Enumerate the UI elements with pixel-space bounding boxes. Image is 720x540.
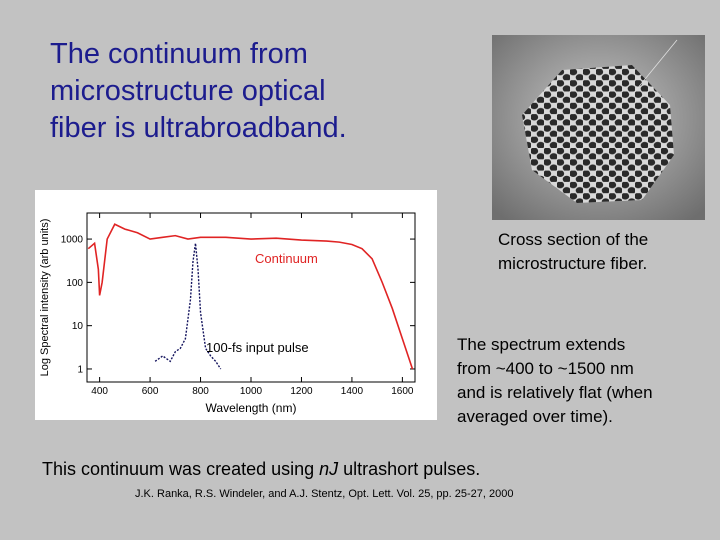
y-axis-label: Log Spectral intensity (arb units) <box>39 219 51 377</box>
title-line: The continuum from <box>50 38 308 70</box>
title-line: microstructure optical <box>50 75 326 107</box>
text: This continuum was created using <box>42 459 315 479</box>
x-tick-label: 1400 <box>341 386 364 397</box>
image-caption: Cross section of the microstructure fibe… <box>498 228 648 276</box>
y-tick-label: 100 <box>66 278 83 289</box>
chart: 400 600 800 1000 1200 1400 1600 1 10 100 1000 Wavel… <box>35 190 437 420</box>
series-label: Continuum <box>255 251 318 266</box>
citation: J.K. Ranka, R.S. Windeler, and A.J. Sten… <box>135 488 514 500</box>
description-line: averaged over time). <box>457 407 613 426</box>
x-tick-label: 800 <box>192 386 209 397</box>
fiber-holes <box>522 65 674 203</box>
text: ultrashort pulses. <box>343 459 481 479</box>
y-tick-label: 10 <box>72 321 84 332</box>
fiber-image <box>492 35 705 220</box>
bottom-text: This continuum was created using nJ ultras… <box>42 459 480 480</box>
y-tick-label: 1000 <box>61 235 84 246</box>
x-tick-label: 400 <box>91 386 108 397</box>
description-line: from ~400 to ~1500 nm <box>457 359 634 378</box>
description: The spectrum extends from ~400 to ~1500 … <box>457 333 653 429</box>
x-tick-label: 1000 <box>240 386 263 397</box>
x-axis-label: Wavelength (nm) <box>206 401 297 415</box>
y-tick-label: 1 <box>77 364 83 375</box>
slide-title: The continuum from microstructure optica… <box>50 36 347 147</box>
fiber-strand <box>631 39 678 96</box>
series-line <box>154 243 222 370</box>
italic-text: nJ <box>319 459 339 479</box>
title-line: fiber is ultrabroadband. <box>50 112 347 144</box>
series-label: 100-fs input pulse <box>206 340 309 355</box>
description-line: The spectrum extends <box>457 335 626 354</box>
description-line: and is relatively flat (when <box>457 383 653 402</box>
x-tick-label: 1200 <box>290 386 313 397</box>
x-tick-label: 1600 <box>391 386 414 397</box>
x-tick-label: 600 <box>142 386 159 397</box>
caption-line: microstructure fiber. <box>498 254 648 273</box>
caption-line: Cross section of the <box>498 230 649 249</box>
series-line <box>87 223 414 370</box>
